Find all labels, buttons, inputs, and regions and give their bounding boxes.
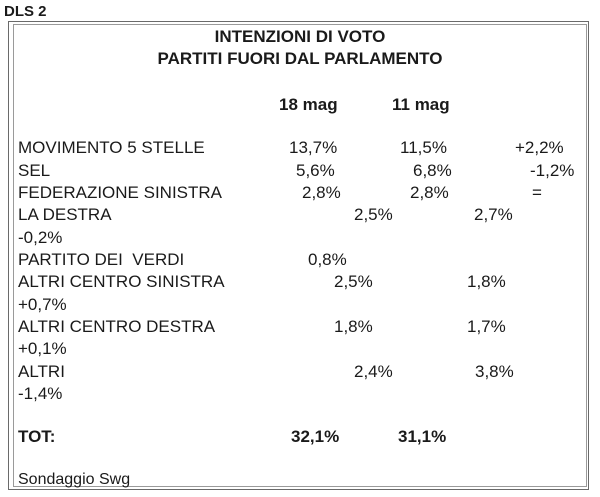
row-diff: +0,1% <box>18 339 67 358</box>
row-name: ALTRI CENTRO DESTRA <box>18 317 216 336</box>
column-header-11-mag: 11 mag <box>392 95 450 114</box>
outer-frame <box>8 21 589 490</box>
row-value-11-mag: 2,8% <box>410 183 449 202</box>
row-value-18-mag: 0,8% <box>308 250 347 269</box>
row-name: SEL <box>18 161 51 180</box>
row-value-18-mag: 1,8% <box>334 317 373 336</box>
row-value-11-mag: 11,5% <box>400 138 447 157</box>
title-line-1: INTENZIONI DI VOTO <box>214 27 386 46</box>
row-value-18-mag: 2,4% <box>354 362 393 381</box>
row-name: FEDERAZIONE SINISTRA <box>18 183 223 202</box>
row-diff: = <box>532 183 542 202</box>
row-value-11-mag: 1,8% <box>467 272 506 291</box>
row-value-11-mag: 6,8% <box>413 161 452 180</box>
title-line-2: PARTITI FUORI DAL PARLAMENTO <box>157 49 443 68</box>
row-value-18-mag: 2,5% <box>334 272 373 291</box>
row-name: MOVIMENTO 5 STELLE <box>18 138 205 157</box>
row-value-11-mag: 2,7% <box>474 205 513 224</box>
row-diff: -0,2% <box>18 228 63 247</box>
row-name: PARTITO DEI VERDI <box>18 250 185 269</box>
row-value-11-mag: 3,8% <box>475 362 514 381</box>
total-label: TOT: <box>18 427 56 446</box>
row-diff: -1,2% <box>530 161 575 180</box>
source-note: Sondaggio Swg <box>18 471 131 488</box>
row-value-18-mag: 13,7% <box>289 138 338 157</box>
inner-frame <box>13 24 587 487</box>
total-value-11-mag: 31,1% <box>398 427 447 446</box>
row-name: LA DESTRA <box>18 205 112 224</box>
row-diff: +0,7% <box>18 295 67 314</box>
row-name: ALTRI CENTRO SINISTRA <box>18 272 225 291</box>
column-header-18-mag: 18 mag <box>279 95 338 114</box>
total-value-18-mag: 32,1% <box>291 427 340 446</box>
row-diff: -1,4% <box>18 384 63 403</box>
row-name: ALTRI <box>18 362 65 381</box>
row-value-11-mag: 1,7% <box>467 317 506 336</box>
row-value-18-mag: 5,6% <box>296 161 335 180</box>
row-value-18-mag: 2,5% <box>354 205 393 224</box>
document-label: DLS 2 <box>4 3 47 20</box>
row-diff: +2,2% <box>515 138 564 157</box>
row-value-18-mag: 2,8% <box>302 183 341 202</box>
